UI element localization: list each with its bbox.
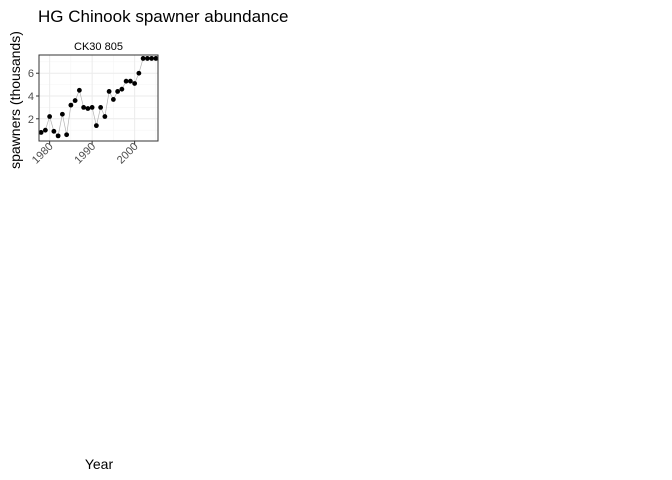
data-point <box>144 56 150 61</box>
chart-title: HG Chinook spawner abundance <box>38 7 288 26</box>
data-point <box>55 133 61 139</box>
data-point <box>98 104 104 110</box>
y-axis-label: spawners (thousands) <box>7 31 23 169</box>
data-point <box>115 89 121 94</box>
data-point <box>127 78 133 84</box>
data-point <box>38 130 44 135</box>
data-point <box>153 56 159 61</box>
data-point <box>140 56 146 61</box>
y-tick-label: 6 <box>28 68 34 80</box>
data-point <box>68 102 74 108</box>
data-point <box>119 86 125 92</box>
data-point <box>93 123 99 129</box>
data-point <box>106 89 112 94</box>
data-point <box>123 78 129 84</box>
data-point <box>42 127 48 133</box>
x-tick-label: 2000 <box>115 141 141 167</box>
data-point <box>136 70 142 76</box>
plot-panel: 2 4 6 1980 1990 2000 <box>28 54 159 167</box>
y-tick-label: 4 <box>28 91 34 103</box>
data-point <box>81 104 87 110</box>
data-point <box>110 97 116 102</box>
data-point <box>76 87 82 93</box>
data-point <box>59 111 65 117</box>
panel-border <box>38 54 159 142</box>
panel-strip-label: CK30 805 <box>74 41 123 53</box>
series-connecting-line <box>40 58 156 137</box>
x-axis-label: Year <box>85 456 114 472</box>
y-tick-label: 2 <box>28 114 34 126</box>
data-point <box>72 98 78 103</box>
data-point <box>89 104 95 110</box>
data-point <box>85 106 91 111</box>
data-point <box>149 56 155 61</box>
data-point <box>64 132 70 138</box>
data-point <box>47 114 53 119</box>
x-tick-label: 1990 <box>72 141 98 167</box>
data-point <box>102 114 108 119</box>
x-tick-label: 1980 <box>30 141 56 167</box>
data-point <box>132 81 138 86</box>
data-point <box>51 128 57 134</box>
